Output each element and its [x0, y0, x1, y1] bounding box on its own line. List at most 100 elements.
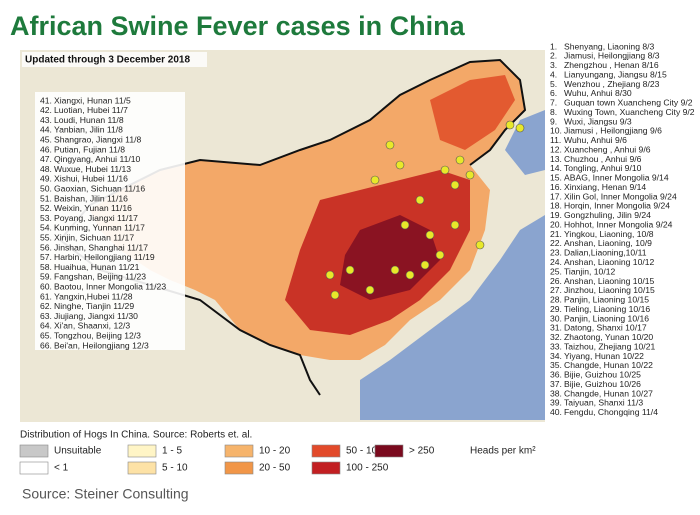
- case-text: Wuxue, Hubei 11/13: [54, 164, 131, 174]
- case-number: 13.: [550, 154, 562, 164]
- case-number: 54.: [40, 223, 52, 233]
- legend-swatch: [127, 461, 157, 475]
- case-number: 26.: [550, 276, 562, 286]
- legend-label: Unsuitable: [54, 446, 102, 457]
- case-text: Poyang, Jiangxi 11/17: [54, 213, 138, 223]
- legend-unit: Heads per km²: [470, 446, 536, 457]
- case-text: Datong, Shanxi 10/17: [564, 323, 647, 333]
- case-text: Putian, Fujian 11/8: [54, 144, 125, 154]
- case-number: 34.: [550, 351, 562, 361]
- case-marker: [365, 285, 375, 295]
- case-number: 3.: [550, 60, 557, 70]
- case-marker: [515, 123, 525, 133]
- case-text: Chuzhou , Anhui 9/6: [564, 154, 642, 164]
- case-number: 39.: [550, 398, 562, 408]
- case-text: Jinzhou, Liaoning 10/15: [564, 285, 655, 295]
- case-marker: [345, 265, 355, 275]
- case-marker: [415, 195, 425, 205]
- case-text: Taiyuan, Shanxi 11/3: [564, 398, 643, 408]
- list-background: [35, 92, 185, 350]
- case-text: Wuhu, Anhui 8/30: [564, 88, 632, 98]
- case-text: Xiangxi, Hunan 11/5: [54, 95, 131, 105]
- title: African Swine Fever cases in China: [10, 11, 466, 41]
- case-text: Wuxi, Jiangsu 9/3: [564, 116, 632, 126]
- case-number: 65.: [40, 330, 52, 340]
- case-lists: 1. Shenyang, Liaoning 8/3 2. Jiamusi, Heilo…: [40, 41, 695, 417]
- case-number: 61.: [40, 291, 52, 301]
- case-text: Horqin, Inner Mongolia 9/24: [564, 201, 670, 211]
- case-text: Yangxin,Hubei 11/28: [54, 291, 133, 301]
- case-number: 57.: [40, 252, 52, 262]
- case-marker: [435, 250, 445, 260]
- case-marker: [440, 165, 450, 175]
- case-text: Weixin, Yunan 11/16: [54, 203, 132, 213]
- case-number: 8.: [550, 107, 557, 117]
- case-number: 24.: [550, 257, 562, 267]
- legend: Unsuitable < 1 1 - 5 5 - 10 10 - 20 20 - 50 50…: [19, 444, 435, 475]
- case-text: Changde, Hunan 10/22: [564, 360, 653, 370]
- case-text: Anshan, Liaoning, 10/9: [564, 238, 652, 248]
- case-text: Guquan town Xuancheng City 9/2: [564, 98, 693, 108]
- case-number: 56.: [40, 242, 52, 252]
- case-number: 48.: [40, 164, 52, 174]
- case-number: 6.: [550, 88, 557, 98]
- case-text: Luotian, Hubei 11/7: [54, 105, 128, 115]
- case-number: 23.: [550, 248, 562, 258]
- case-text: Tongzhou, Beijing 12/3: [54, 330, 141, 340]
- case-number: 41.: [40, 95, 52, 105]
- case-marker: [475, 240, 485, 250]
- case-marker: [370, 175, 380, 185]
- case-number: 15.: [550, 173, 562, 183]
- case-text: Bijie, Guizhou 10/25: [564, 370, 641, 380]
- case-number: 32.: [550, 332, 562, 342]
- case-marker: [425, 230, 435, 240]
- case-text: Gaoxian, Sichuan 11/16: [54, 183, 145, 193]
- case-marker: [395, 160, 405, 170]
- case-text: Huaihua, Hunan 11/21: [54, 262, 140, 272]
- case-text: Shangrao, Jiangxi 11/8: [54, 134, 141, 144]
- case-number: 40.: [550, 407, 562, 417]
- case-text: Dalian,Liaoning,10/11: [564, 248, 647, 258]
- case-number: 18.: [550, 201, 562, 211]
- legend-swatch: [224, 444, 254, 458]
- case-number: 47.: [40, 154, 52, 164]
- case-text: Xinjin, Sichuan 11/17: [54, 232, 134, 242]
- legend-label: 20 - 50: [259, 463, 291, 474]
- case-number: 62.: [40, 301, 52, 311]
- case-marker: [465, 170, 475, 180]
- case-number: 33.: [550, 341, 562, 351]
- case-number: 42.: [40, 105, 52, 115]
- case-markers: [325, 120, 525, 300]
- case-number: 30.: [550, 313, 562, 323]
- case-text: Gongzhuling, Jilin 9/24: [564, 210, 651, 220]
- subtitle: Updated through 3 December 2018: [25, 55, 190, 66]
- case-text: Fengdu, Chongqing 11/4: [564, 407, 658, 417]
- legend-label: 100 - 250: [346, 463, 389, 474]
- case-marker: [450, 220, 460, 230]
- case-text: Panjin, Liaoning 10/15: [564, 295, 649, 305]
- case-text: Jinshan, Shanghai 11/17: [54, 242, 148, 252]
- legend-label: 10 - 20: [259, 446, 291, 457]
- legend-swatch: [311, 444, 341, 458]
- case-number: 22.: [550, 238, 562, 248]
- case-marker: [450, 180, 460, 190]
- case-number: 36.: [550, 370, 562, 380]
- case-marker: [385, 140, 395, 150]
- case-number: 43.: [40, 115, 52, 125]
- case-number: 46.: [40, 144, 52, 154]
- case-text: Kunming, Yunnan 11/17: [54, 223, 145, 233]
- case-text: Baishan, Jilin 11/16: [54, 193, 128, 203]
- case-number: 29.: [550, 304, 562, 314]
- case-marker: [390, 265, 400, 275]
- case-number: 28.: [550, 295, 562, 305]
- case-number: 55.: [40, 232, 52, 242]
- legend-label: 1 - 5: [162, 446, 182, 457]
- case-number: 37.: [550, 379, 562, 389]
- case-number: 60.: [40, 281, 52, 291]
- case-text: Lianyungang, Jiangsu 8/15: [564, 69, 667, 79]
- case-number: 49.: [40, 174, 52, 184]
- case-number: 2.: [550, 51, 557, 61]
- case-text: Jiamusi , Heilongjiang 9/6: [564, 126, 662, 136]
- sea: [505, 110, 545, 175]
- legend-title: Distribution of Hogs In China. Source: R…: [20, 430, 252, 441]
